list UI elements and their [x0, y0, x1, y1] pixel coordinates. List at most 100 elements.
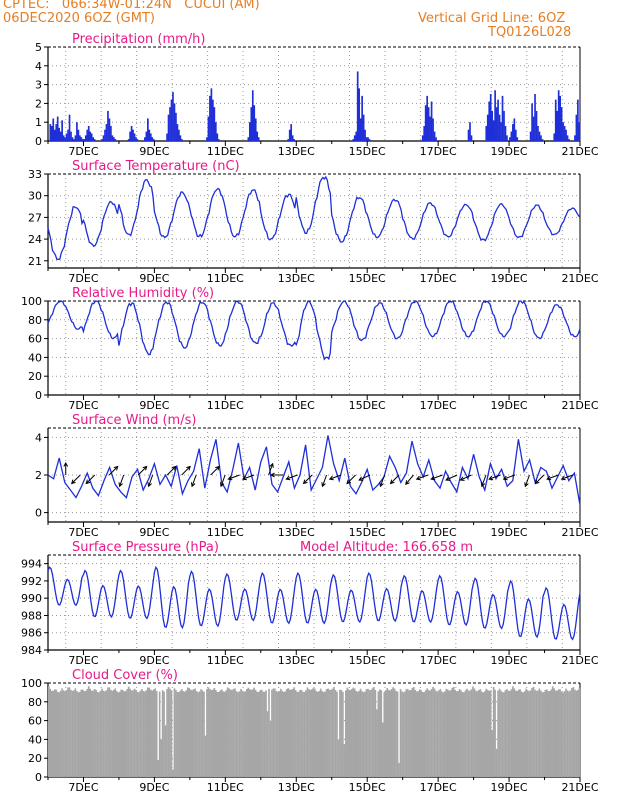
cloud-bar: [507, 690, 510, 777]
x-tick-label: 7DEC: [68, 781, 98, 794]
cloud-bar: [61, 688, 63, 777]
cloud-bar: [282, 692, 285, 777]
precip-bar: [80, 137, 83, 141]
y-tick-label: 2: [35, 97, 42, 110]
precip-bar: [56, 116, 59, 141]
cloud-bar: [138, 692, 140, 777]
cloud-bar: [321, 691, 324, 777]
cloud-bar: [324, 691, 326, 777]
wind-arrow-shaft: [191, 474, 197, 487]
cloud-bar: [550, 689, 553, 777]
wind-arrow: [85, 474, 96, 485]
precip-bar: [68, 114, 71, 141]
cloud-bar: [294, 689, 297, 777]
precip-bar: [433, 131, 436, 141]
wind-arrow-head: [445, 476, 451, 481]
cloud-bar: [568, 691, 570, 777]
cloud-bar: [513, 688, 516, 777]
cloud-bar: [374, 689, 377, 777]
precip-bar: [529, 131, 532, 141]
x-tick-label: 19DEC: [491, 781, 528, 794]
cloud-bar: [407, 689, 409, 777]
cloud-bar: [470, 689, 473, 777]
y-tick-label: 0: [35, 771, 42, 784]
cloud-bar: [197, 692, 199, 777]
precip-bar: [107, 110, 109, 141]
wind-arrow: [166, 465, 177, 476]
precip-bar: [179, 135, 182, 141]
cloud-bar: [472, 686, 474, 777]
x-tick-label: 21DEC: [561, 526, 598, 539]
precip-bar: [83, 139, 86, 141]
cloud-bar: [500, 690, 502, 777]
x-tick-label: 17DEC: [420, 654, 457, 667]
cloud-bar: [247, 687, 250, 777]
cloud-bar: [330, 689, 332, 777]
cloud-bar: [285, 689, 288, 777]
cloud-bar: [232, 688, 235, 777]
precip-bar: [132, 129, 134, 141]
cloud-bar: [356, 691, 359, 777]
cloud-bar: [55, 689, 58, 777]
y-tick-label: 0: [35, 135, 42, 148]
cloud-bar: [212, 689, 214, 777]
precip-bar: [74, 135, 77, 141]
precip-bar: [172, 92, 174, 141]
wind-arrow: [358, 474, 371, 481]
cloud-bar: [408, 690, 411, 777]
cloud-bar: [200, 689, 202, 777]
grid-note: Vertical Grid Line: 6OZ: [418, 11, 566, 26]
cloud-bar: [145, 690, 148, 777]
x-tick-label: 11DEC: [207, 781, 244, 794]
wind-arrow-head: [241, 475, 247, 481]
x-tick-label: 17DEC: [420, 526, 457, 539]
cloud-bar: [217, 692, 220, 777]
cloud-bar: [185, 690, 188, 777]
wind-arrow: [480, 474, 487, 488]
cloud-bar: [343, 744, 346, 777]
precip-bar: [467, 129, 470, 141]
cloud-bar: [510, 689, 513, 777]
cloud-bar: [132, 690, 134, 777]
wind-arrow: [241, 474, 255, 481]
cloud-bar: [176, 691, 179, 777]
precip-bar: [147, 118, 149, 141]
precip-bar: [488, 101, 491, 141]
cloud-bar: [263, 691, 266, 777]
cloud-bar: [445, 688, 448, 777]
wind-arrow-shaft: [85, 474, 96, 484]
precip-bar: [424, 105, 427, 141]
cloud-bar: [71, 690, 74, 777]
cloud-bar: [376, 709, 378, 777]
precip-bar: [510, 131, 513, 141]
x-tick-label: 19DEC: [491, 145, 528, 158]
cloud-bar: [110, 689, 112, 777]
cloud-bar: [334, 689, 337, 777]
cloud-bar: [253, 687, 256, 777]
cloud-bar: [64, 691, 66, 777]
wind-arrow-head: [118, 482, 123, 488]
wind-arrow: [488, 474, 501, 481]
cloud-bar: [373, 686, 375, 777]
cloud-bar: [256, 691, 258, 777]
precip-bar: [509, 137, 511, 141]
cloud-bar: [246, 689, 248, 777]
cloud-bar: [362, 692, 365, 777]
precip-bar: [486, 114, 489, 141]
cloud-bar: [492, 686, 495, 777]
precip-bar: [537, 125, 539, 141]
cloud-bar: [265, 690, 267, 777]
cloud-bar: [315, 691, 318, 777]
cloud-bar: [118, 691, 121, 777]
cloud-bar: [417, 691, 420, 777]
wind-arrow-head: [459, 476, 465, 481]
cloud-bar: [386, 688, 389, 777]
cloud-bar: [509, 690, 511, 777]
x-tick-label: 13DEC: [278, 654, 315, 667]
cloud-bar: [319, 688, 322, 777]
precip-bar: [93, 139, 96, 141]
cloud-bar: [557, 689, 560, 777]
cloud-bar: [554, 690, 557, 777]
precip-bar: [253, 105, 256, 141]
wind-arrow: [321, 474, 328, 488]
